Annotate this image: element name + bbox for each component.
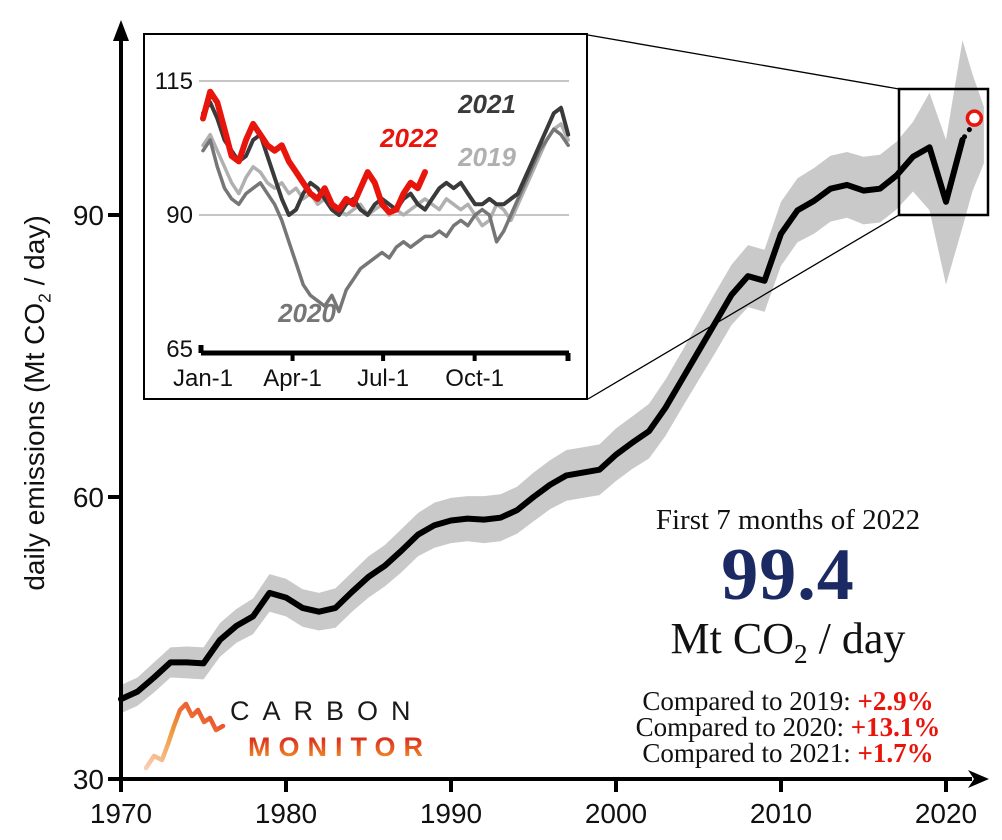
y-tick-label: 90 [73,200,104,231]
inset-y-tick-label: 90 [166,202,193,229]
inset-chart: Jan-1 Apr-1 Jul-1 Oct-1 65 90 115 2021 2019 2022 2… [155,68,571,392]
compare-2020: Compared to 2020: +13.1% [635,711,941,742]
inset-series-2022 [200,88,428,216]
projection-dotted-line [962,122,976,140]
compare-2021: Compared to 2021: +1.7% [642,737,934,768]
logo-text-carbon: CARBON [230,696,424,726]
x-tick-label: 1970 [90,798,152,829]
x-tick-label: 2010 [750,798,812,829]
y-axis-arrow [113,20,129,41]
inset-label-2022: 2022 [379,123,438,153]
inset-x-tick-label: Oct-1 [445,365,504,392]
logo-zigzag-icon [143,701,226,771]
x-tick-label: 2000 [585,798,647,829]
annotation-value: 99.4 [721,534,855,616]
comparison-lines: Compared to 2019: +2.9% Compared to 2020… [588,685,988,768]
x-tick-label: 1990 [420,798,482,829]
annotation-block: First 7 months of 2022 99.4 Mt CO2 / day… [588,503,988,766]
x-axis-arrow [968,770,989,788]
inset-y-tick-label: 115 [155,68,193,95]
annotation-unit: Mt CO2 / day [670,614,906,669]
y-tick-label: 30 [73,764,104,795]
zoom-box [897,87,990,217]
annotation-heading: First 7 months of 2022 [655,504,921,536]
inset-x-tick-label: Jan-1 [173,365,233,392]
y-axis-title: daily emissions (Mt CO2 / day) [19,215,55,591]
zoom-connector-bottom [587,214,900,400]
carbon-monitor-logo: CARBON MONITOR [138,690,468,774]
y-tick-label: 60 [73,482,104,513]
logo-text-monitor: MONITOR [248,732,431,762]
inset-series-2020 [201,127,570,314]
inset-chart-frame: Jan-1 Apr-1 Jul-1 Oct-1 65 90 115 2021 2019 2022 2… [143,33,588,400]
emissions-line [118,136,966,703]
inset-label-2021: 2021 [457,89,516,119]
inset-x-tick-label: Jul-1 [357,365,409,392]
inset-y-tick-label: 65 [166,336,193,363]
inset-label-2019: 2019 [457,142,516,172]
inset-label-2020: 2020 [277,298,336,328]
inset-x-tick-label: Apr-1 [263,365,322,392]
x-tick-label: 2020 [915,798,977,829]
uncertainty-band [121,40,984,714]
compare-2019: Compared to 2019: +2.9% [642,685,934,716]
zoom-connector-top [587,34,900,90]
x-tick-label: 1980 [255,798,317,829]
projection-2022-marker [965,109,984,127]
